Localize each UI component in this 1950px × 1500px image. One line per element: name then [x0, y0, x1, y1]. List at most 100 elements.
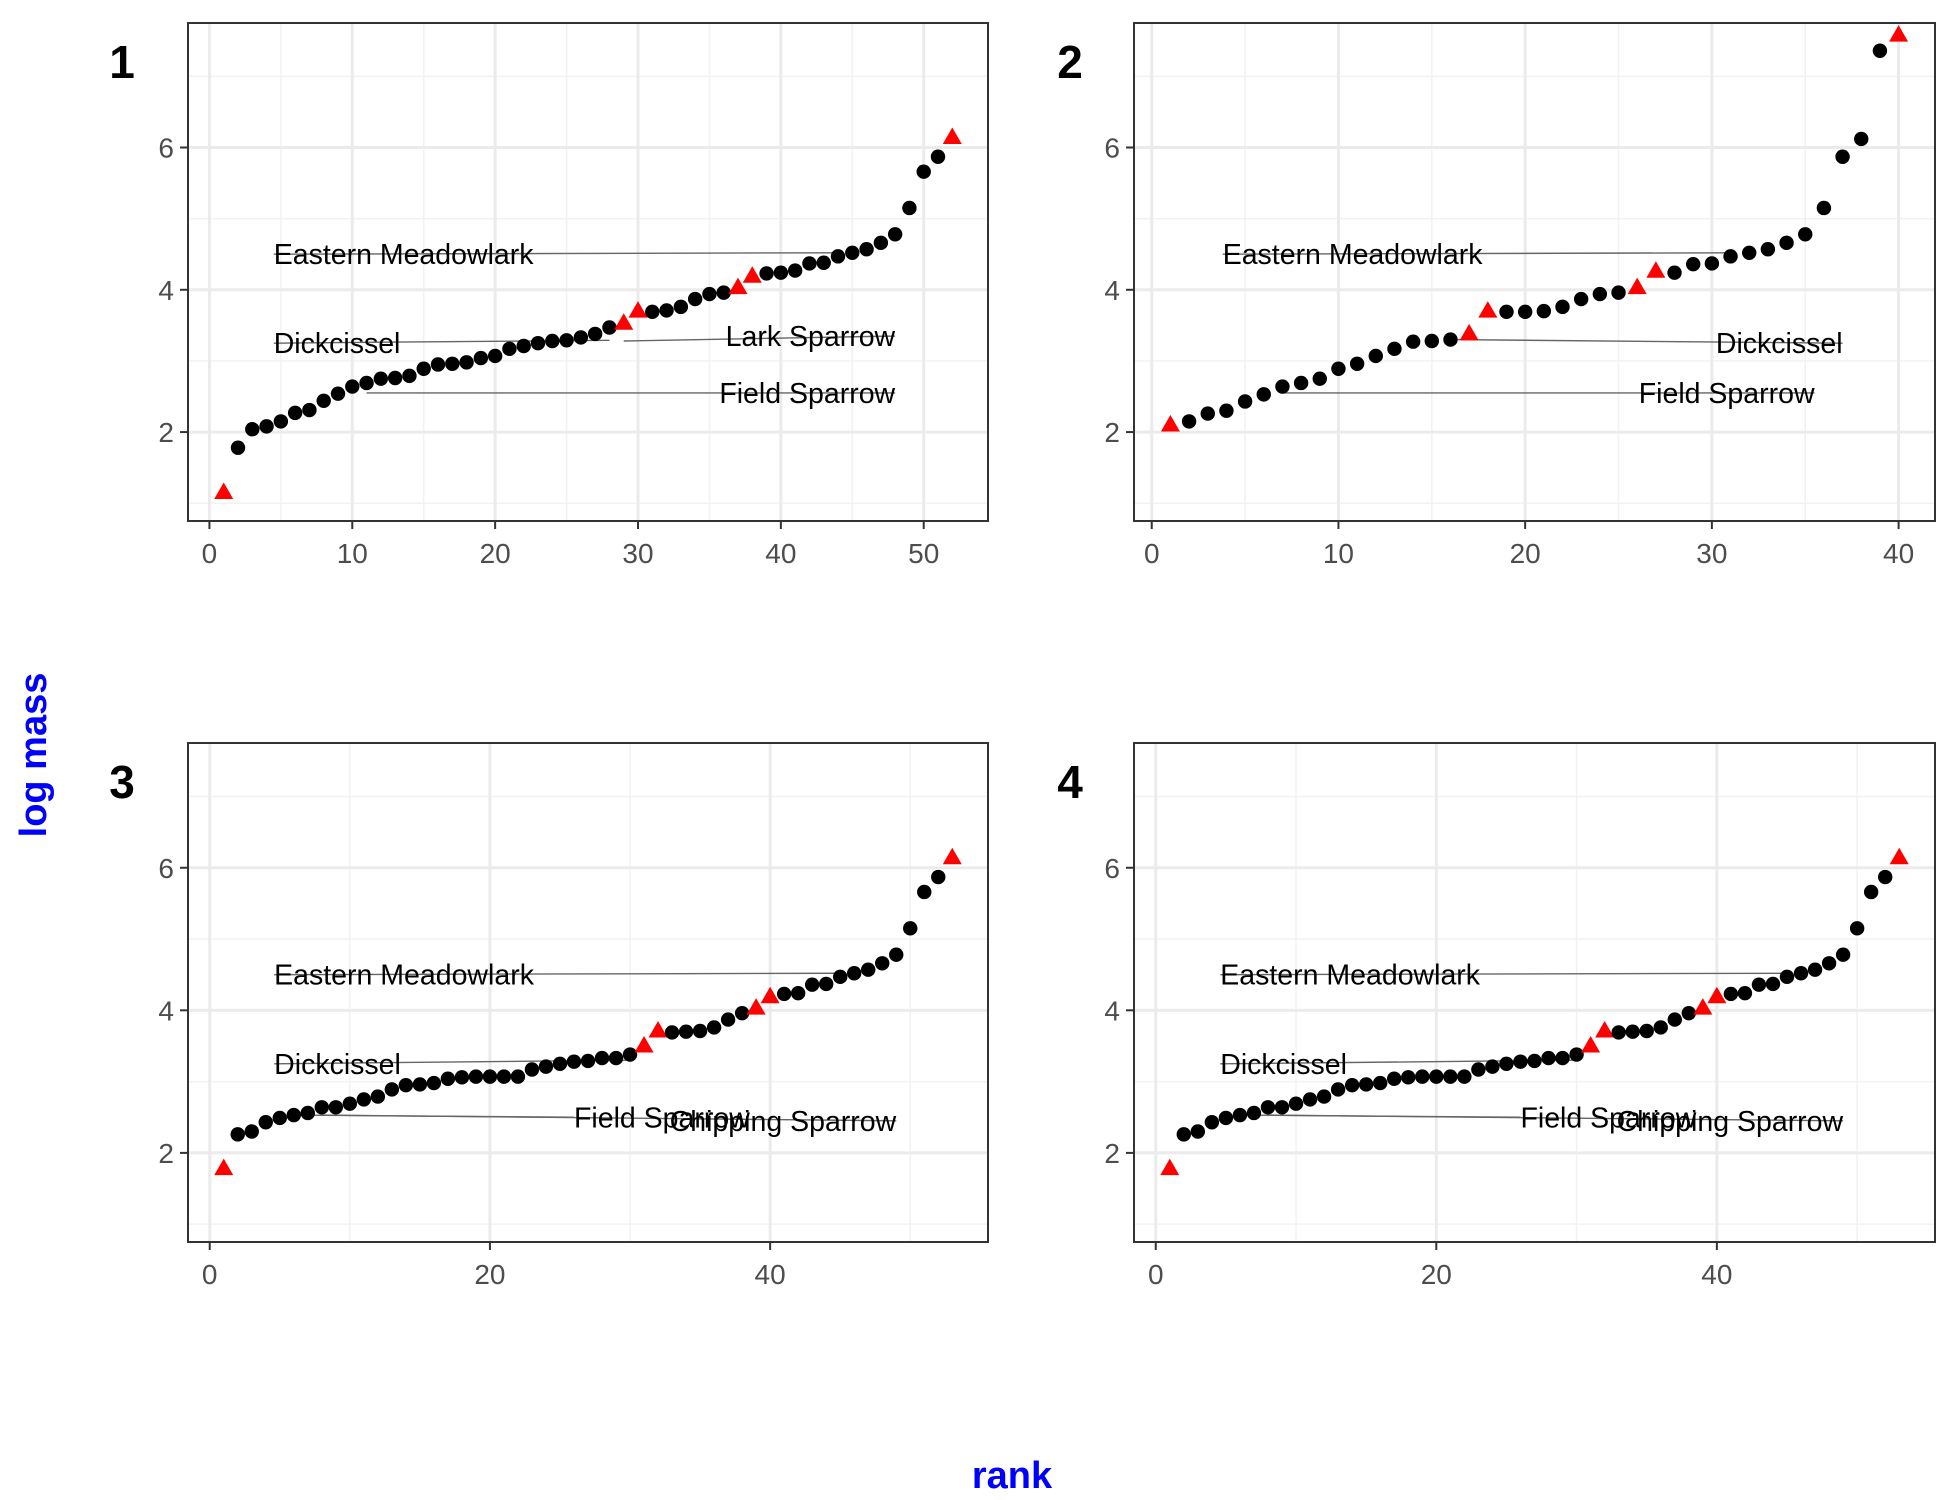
data-point [1723, 249, 1738, 264]
data-point [1443, 332, 1458, 347]
data-point [664, 1025, 680, 1040]
species-label: Chipping Sparrow [1617, 1106, 1844, 1138]
data-point [1405, 334, 1421, 349]
data-point [1288, 1096, 1304, 1111]
data-point [359, 375, 374, 391]
data-point [1872, 43, 1888, 58]
data-point [787, 263, 803, 278]
data-point [1681, 1005, 1697, 1021]
data-point [1751, 977, 1767, 992]
panel-1: Eastern Meadowlark Dickcissel Lark Sparrow… [109, 22, 989, 569]
data-point [459, 355, 474, 370]
data-point [1625, 1024, 1640, 1039]
x-tick-label: 30 [1696, 538, 1727, 569]
data-point [1344, 1077, 1360, 1093]
data-point [845, 245, 860, 260]
highlight-triangle-point [634, 1035, 654, 1053]
data-point [496, 1069, 512, 1084]
data-point [1443, 1069, 1458, 1084]
data-point [1816, 200, 1832, 216]
highlight-triangle-point [648, 1020, 668, 1038]
data-point [902, 200, 917, 216]
panel-border [187, 22, 989, 522]
data-point [1573, 291, 1589, 307]
data-point [873, 235, 889, 251]
data-point [426, 1075, 442, 1091]
data-point [1821, 956, 1837, 971]
data-point [931, 869, 946, 885]
data-point [1274, 1100, 1290, 1115]
species-label: Field Sparrow [1520, 1102, 1696, 1134]
y-tick-label: 6 [1104, 853, 1120, 884]
data-point [1536, 303, 1552, 319]
data-point [608, 1050, 624, 1066]
data-point [1765, 976, 1781, 992]
data-point [370, 1089, 386, 1104]
data-point [244, 1124, 259, 1139]
data-point [1181, 414, 1197, 429]
panel-tag: 2 [1057, 36, 1083, 88]
panel-4: Eastern Meadowlark Dickcissel Field Sparro… [1057, 742, 1936, 1290]
x-tick-label: 20 [474, 1259, 505, 1290]
data-point [1760, 242, 1776, 257]
y-tick-label: 6 [158, 133, 174, 164]
data-point [930, 149, 946, 164]
data-point [1424, 333, 1440, 349]
data-point [1854, 131, 1869, 147]
data-point [1387, 1071, 1402, 1086]
data-point [734, 1005, 750, 1021]
data-point [1737, 986, 1753, 1001]
data-point [530, 335, 546, 351]
highlight-triangle-point [728, 277, 748, 295]
panel-2: Eastern Meadowlark Dickcissel Field Sparro… [1057, 22, 1936, 569]
highlight-triangle-point [1595, 1020, 1615, 1038]
data-point [1555, 1050, 1570, 1066]
highlight-triangle-point [1646, 261, 1666, 278]
data-point [1429, 1069, 1444, 1084]
data-point [587, 326, 603, 342]
y-tick-label: 2 [158, 417, 174, 448]
highlight-triangle-point [1459, 323, 1479, 341]
data-point [1807, 962, 1823, 977]
data-point [468, 1069, 484, 1084]
data-point [412, 1077, 428, 1092]
panel-tag: 4 [1057, 756, 1083, 808]
data-point [594, 1050, 610, 1066]
panel-3: Eastern Meadowlark Dickcissel Field Sparro… [109, 742, 989, 1290]
x-tick-label: 0 [1144, 538, 1160, 569]
y-tick-label: 4 [1104, 275, 1120, 306]
data-point [1835, 149, 1850, 164]
data-point [1457, 1069, 1472, 1084]
data-point [678, 1024, 694, 1039]
species-label: Dickcissel [274, 1049, 401, 1081]
highlight-triangle-point [1581, 1035, 1601, 1053]
highlight-triangle-point [1889, 847, 1909, 865]
y-tick-label: 2 [1104, 417, 1120, 448]
highlight-triangle-point [614, 313, 634, 330]
x-tick-label: 0 [1148, 1259, 1164, 1290]
data-point [387, 370, 403, 386]
data-point [454, 1070, 470, 1085]
data-point [706, 1020, 722, 1035]
data-point [1401, 1070, 1416, 1085]
data-point [1686, 256, 1701, 272]
data-point [861, 962, 876, 977]
data-point [316, 393, 331, 408]
data-point [1331, 361, 1346, 376]
data-point [1653, 1020, 1668, 1035]
data-point [273, 414, 289, 429]
y-tick-label: 4 [158, 995, 174, 1026]
data-point [342, 1096, 358, 1111]
data-point [1863, 884, 1879, 900]
data-point [502, 341, 517, 357]
x-tick-label: 40 [1701, 1259, 1732, 1290]
data-point [887, 227, 903, 242]
x-tick-label: 20 [480, 538, 511, 569]
panels: Eastern Meadowlark Dickcissel Lark Sparrow… [109, 22, 1936, 1290]
data-point [1499, 304, 1514, 320]
data-point [330, 386, 346, 401]
highlight-triangle-point [1160, 1158, 1180, 1176]
data-point [1302, 1092, 1318, 1107]
data-point [1742, 245, 1757, 260]
